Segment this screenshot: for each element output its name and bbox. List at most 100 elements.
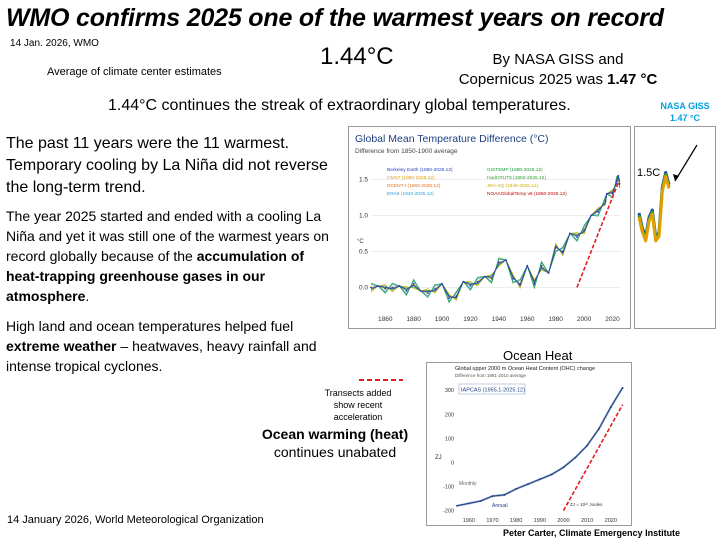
ohc-data-point <box>562 466 565 469</box>
temperature-data-point <box>469 285 472 287</box>
streak-text: 1.44°C continues the streak of extraordi… <box>108 97 571 114</box>
headline-value: 1.44°C <box>320 43 394 70</box>
temperature-data-point <box>384 287 387 290</box>
temperature-data-point <box>554 246 557 249</box>
ohc-data-point <box>609 406 612 408</box>
temperature-data-point <box>391 286 394 289</box>
temperature-data-point <box>441 282 443 285</box>
temperature-data-point <box>398 285 401 287</box>
ohc-data-point <box>598 427 600 430</box>
ohc-data-point <box>621 386 624 389</box>
legend-entry: GISTEMP (1880-2025.12) <box>487 167 543 173</box>
temperature-data-point <box>405 290 408 292</box>
ohc-data-point <box>456 504 458 507</box>
ohc-data-point <box>527 483 529 486</box>
temperature-data-point <box>583 228 585 231</box>
x-tick-label: 1940 <box>492 316 507 323</box>
temperature-data-point <box>426 292 429 295</box>
para2-end: . <box>85 288 90 304</box>
ohc-y-label: ZJ <box>435 455 442 461</box>
ohc-x-tick-label: 1980 <box>510 518 522 524</box>
temperature-data-point <box>434 287 436 290</box>
ohc-y-tick-label: 200 <box>445 412 454 418</box>
nasa-copernicus-prefix: By NASA GISS and Copernicus 2025 was <box>458 51 624 88</box>
footer-date-org: 14 January 2026, World Meteorological Or… <box>7 514 264 526</box>
inset-arrow-head <box>673 174 679 181</box>
ohc-data-point <box>467 502 470 505</box>
ohc-data-point <box>538 478 541 481</box>
average-note: Average of climate center estimates <box>47 66 222 78</box>
y-tick-label: 1.5 <box>359 176 368 183</box>
ohc-monthly-label: Monthly <box>459 481 477 487</box>
temperature-data-point <box>519 282 522 285</box>
inset-arrow-line <box>674 144 698 182</box>
inset-x-tick-label: 2020 <box>637 328 657 329</box>
ohc-data-point <box>586 444 589 447</box>
temperature-chart: Global Mean Temperature Difference (°C) D… <box>348 126 631 329</box>
y-axis-label: °C <box>357 239 364 245</box>
inset-annotation: 1.5C <box>637 167 660 179</box>
ohc-monthly-line <box>456 387 624 507</box>
temperature-data-point <box>419 290 422 292</box>
ohc-y-tick-label: -200 <box>443 509 454 515</box>
ohc-title: Global upper 2000 m Ocean Heat Content (… <box>455 366 595 372</box>
y-tick-label: 0.5 <box>359 248 368 255</box>
ocean-warming-rest: continues unabated <box>273 444 397 460</box>
legend-entry: ERA5 (1940-2025.12) <box>387 191 434 197</box>
temperature-data-point <box>462 280 465 283</box>
temperature-data-point <box>597 210 600 213</box>
chart-subtitle: Difference from 1850-1900 average <box>355 148 458 155</box>
ohc-annual-line <box>456 387 624 507</box>
para2-bold: accumulation of heat-trapping greenhouse… <box>6 248 305 304</box>
x-tick-label: 1980 <box>548 316 563 323</box>
x-tick-label: 1860 <box>378 316 393 323</box>
transect-legend-line <box>359 379 403 381</box>
temperature-data-point <box>512 277 514 280</box>
legend-entry: NOAAGlobalTemp v6 (1850-2025.12) <box>487 191 567 197</box>
temperature-data-point <box>568 232 571 235</box>
paragraph-extreme-weather: High land and ocean temperatures helped … <box>6 316 341 376</box>
ohc-trend-line <box>562 404 624 511</box>
chart-title: Global Mean Temperature Difference (°C) <box>355 133 548 145</box>
temperature-data-point <box>605 192 608 195</box>
ohc-y-tick-label: 300 <box>445 388 454 394</box>
legend-entry: CMST (1850-2025.12) <box>387 175 435 181</box>
ohc-x-tick-label: 1990 <box>534 518 546 524</box>
temperature-data-point <box>455 295 458 297</box>
ocean-warming-note: Ocean warming (heat) continues unabated <box>250 425 420 461</box>
ohc-data-point <box>574 456 577 459</box>
temperature-data-point <box>547 272 550 274</box>
ohc-x-tick-label: 1960 <box>463 518 475 524</box>
transect-note: Transects added show recent acceleration <box>324 388 392 422</box>
temperature-data-point <box>618 182 621 185</box>
temperature-data-point <box>561 250 564 253</box>
temperature-data-point <box>604 200 607 202</box>
ohc-x-tick-label: 1970 <box>486 518 498 524</box>
page-title: WMO confirms 2025 one of the warmest yea… <box>6 4 664 32</box>
temperature-data-point <box>576 236 578 238</box>
temperature-data-point <box>476 280 479 283</box>
para2-plain: The year 2025 started and ended with a c… <box>6 208 329 264</box>
x-tick-label: 1960 <box>520 316 535 323</box>
temperature-data-point <box>490 277 493 280</box>
legend-entry: JRA-3Q (1948-2025.12) <box>487 183 539 189</box>
ocean-heat-plot: Global upper 2000 m Ocean Heat Content (… <box>435 366 624 524</box>
ohc-data-point <box>550 473 553 476</box>
ocean-heat-chart: Global upper 2000 m Ocean Heat Content (… <box>426 362 632 526</box>
ohc-series-name: IAPCAS (1955.1-2025.12) <box>461 388 525 394</box>
temperature-data-point <box>497 261 500 264</box>
ohc-data-point <box>503 494 506 496</box>
ohc-units-note: * ZJ = 10²¹ Joules <box>567 502 603 507</box>
legend-entry: HadCRUT5 (1850-2025.12) <box>487 175 546 181</box>
x-tick-label: 2020 <box>605 316 620 323</box>
temperature-data-point <box>617 174 620 177</box>
paragraph-la-nina: The year 2025 started and ended with a c… <box>6 206 341 306</box>
ocean-warming-bold: Ocean warming (heat) <box>261 426 409 442</box>
legend-entry: DCENT-I (1850-2025.12) <box>387 183 441 189</box>
nasa-copernicus-note: By NASA GISS and Copernicus 2025 was 1.4… <box>458 50 658 90</box>
nasa-giss-label: NASA GISS 1.47 °C <box>660 101 710 123</box>
ohc-x-tick-label: 2020 <box>605 518 617 524</box>
y-tick-label: 1.0 <box>359 212 368 219</box>
temperature-data-point <box>370 286 372 289</box>
nasa-copernicus-value: 1.47 °C <box>607 71 658 88</box>
